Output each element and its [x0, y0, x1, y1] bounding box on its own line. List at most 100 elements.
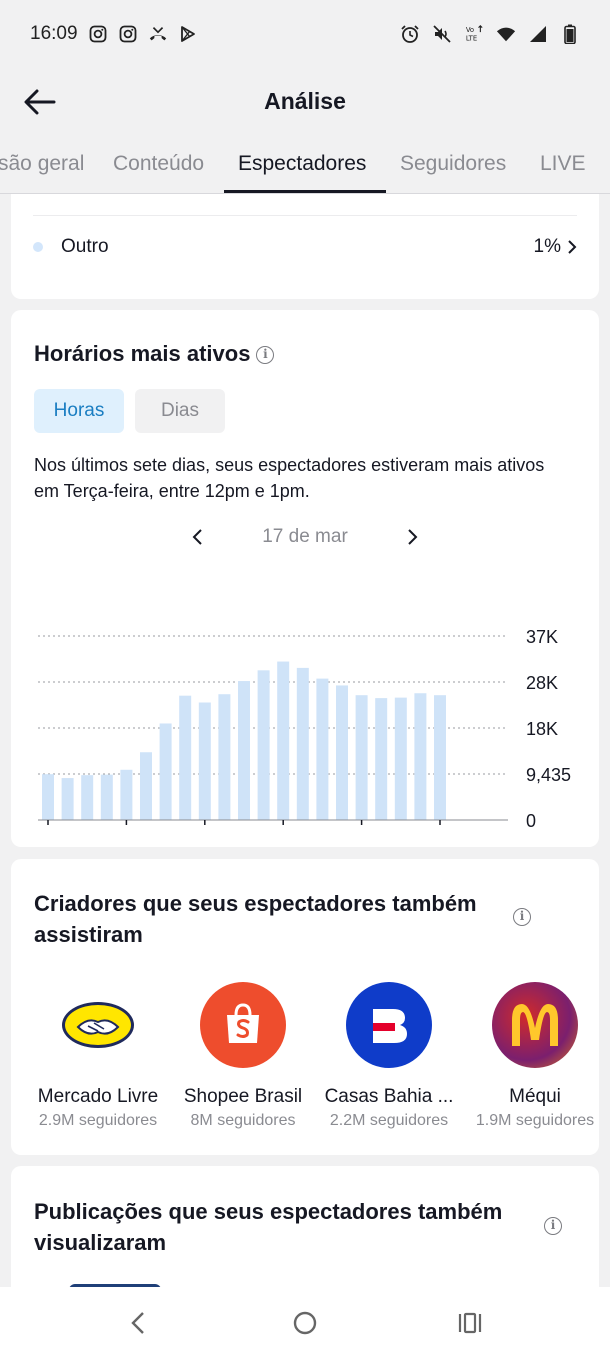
gender-row-label: Outro [61, 236, 109, 257]
tab-overview[interactable]: são geral [0, 152, 85, 175]
tab-followers[interactable]: Seguidores [400, 152, 507, 175]
creator-followers: 2.2M seguidores [329, 1112, 449, 1129]
chart-bar [159, 723, 172, 820]
chart-bar [140, 752, 152, 820]
creator-mequi[interactable]: Méqui 1.9M seguidores [460, 982, 599, 1130]
chevron-right-icon [568, 240, 577, 254]
creators-title: Criadores que seus espectadores também a… [34, 891, 477, 947]
chart-bar [375, 698, 388, 820]
chart-bar [179, 695, 192, 820]
mcdonalds-arches-logo [492, 982, 578, 1068]
gender-row-other[interactable]: Outro 1% [33, 232, 577, 262]
nav-back-icon [131, 1312, 144, 1334]
legend-dot [33, 242, 43, 252]
posts-title: Publicações que seus espectadores também… [34, 1199, 503, 1255]
nav-back-button[interactable] [122, 1307, 154, 1339]
info-icon[interactable]: i [513, 908, 531, 926]
casas-bahia-b-logo [346, 982, 432, 1068]
shopee-bag-logo [200, 982, 286, 1068]
chart-bar [61, 778, 74, 820]
missed-call-icon [148, 24, 168, 44]
y-tick-label: 0 [526, 811, 536, 831]
nav-recents-icon [458, 1312, 482, 1334]
days-toggle[interactable]: Dias [135, 389, 225, 433]
previous-date-button[interactable] [184, 524, 210, 550]
active-hours-title: Horários mais ativos [34, 341, 251, 366]
chevron-left-icon [192, 529, 202, 545]
chart-bar [355, 695, 368, 820]
nav-home-button[interactable] [289, 1307, 321, 1339]
creator-mercado-livre[interactable]: Mercado Livre 2.9M seguidores [23, 982, 173, 1130]
y-tick-label: 28K [526, 673, 558, 693]
instagram-icon [88, 24, 108, 44]
chart-bar [296, 667, 309, 820]
y-tick-label: 9,435 [526, 765, 571, 785]
gender-row-value: 1% [533, 236, 561, 257]
posts-card: Publicações que seus espectadores também… [11, 1166, 599, 1296]
active-hours-card: Horários mais ativos i Horas Dias Nos últ… [11, 310, 599, 847]
chart-bar [198, 702, 211, 820]
arrow-left-icon [24, 89, 56, 115]
active-hours-description: Nos últimos sete dias, seus espectadores… [34, 455, 545, 501]
app-header: Análise [0, 68, 610, 134]
tab-bar: são geral Conteúdo Espectadores Seguidor… [0, 134, 610, 194]
creator-name: Mercado Livre [37, 1086, 159, 1107]
svg-text:Vo: Vo [466, 26, 474, 34]
divider [33, 215, 577, 216]
gender-card: Outro 1% [11, 194, 599, 299]
current-date: 17 de mar [262, 526, 348, 547]
creator-followers: 2.9M seguidores [38, 1112, 158, 1129]
hours-toggle[interactable]: Horas [34, 389, 124, 433]
instagram-icon [118, 24, 138, 44]
creator-name: Shopee Brasil [183, 1086, 303, 1107]
mute-icon [432, 24, 452, 44]
y-tick-label: 37K [526, 627, 558, 647]
creator-shopee-brasil[interactable]: Shopee Brasil 8M seguidores [168, 982, 318, 1130]
play-store-icon [178, 24, 198, 44]
alarm-icon [400, 24, 420, 44]
chart-bar [100, 774, 113, 820]
chart-bar [336, 685, 348, 820]
chart-bar [42, 774, 54, 820]
chart-bar [414, 693, 427, 820]
chart-bar [316, 678, 329, 820]
mercado-livre-handshake-logo [55, 982, 141, 1068]
tab-content[interactable]: Conteúdo [113, 152, 205, 175]
tab-viewers[interactable]: Espectadores [238, 152, 367, 175]
status-time: 16:09 [30, 23, 78, 44]
creator-name: Méqui [509, 1086, 561, 1107]
svg-text:LTE: LTE [466, 34, 477, 42]
chart-bar [238, 681, 250, 820]
signal-icon [528, 24, 548, 44]
y-tick-label: 18K [526, 719, 558, 739]
creator-name: Casas Bahia ... [324, 1086, 454, 1107]
chart-bar [277, 661, 290, 820]
chart-bar [218, 694, 231, 820]
date-navigator: 17 de mar [11, 522, 599, 552]
nav-home-icon [293, 1311, 317, 1335]
volte-icon: Vo LTE [464, 24, 484, 44]
chart-bar [257, 670, 270, 820]
chart-bar [120, 769, 133, 820]
creator-followers: 8M seguidores [190, 1112, 296, 1129]
creator-followers: 1.9M seguidores [475, 1112, 595, 1129]
system-nav-bar [0, 1287, 610, 1356]
chart-bar [394, 697, 407, 820]
wifi-icon [496, 24, 516, 44]
chart-bar [434, 695, 446, 820]
status-bar: 16:09 Vo LTE [0, 0, 610, 68]
back-button[interactable] [22, 84, 58, 120]
chart-bar [81, 775, 94, 820]
chevron-right-icon [408, 529, 418, 545]
info-icon[interactable]: i [544, 1217, 562, 1235]
creator-casas-bahia[interactable]: Casas Bahia ... 2.2M seguidores [314, 982, 464, 1130]
next-date-button[interactable] [400, 524, 426, 550]
page-title: Análise [264, 87, 346, 114]
creators-list: Mercado Livre 2.9M seguidores Shopee Bra… [11, 982, 599, 1142]
active-tab-indicator [224, 190, 386, 193]
section-title: Horários mais ativos i [34, 338, 275, 369]
nav-recents-button[interactable] [454, 1307, 486, 1339]
info-icon[interactable]: i [256, 346, 275, 365]
tab-live[interactable]: LIVE [540, 152, 586, 175]
